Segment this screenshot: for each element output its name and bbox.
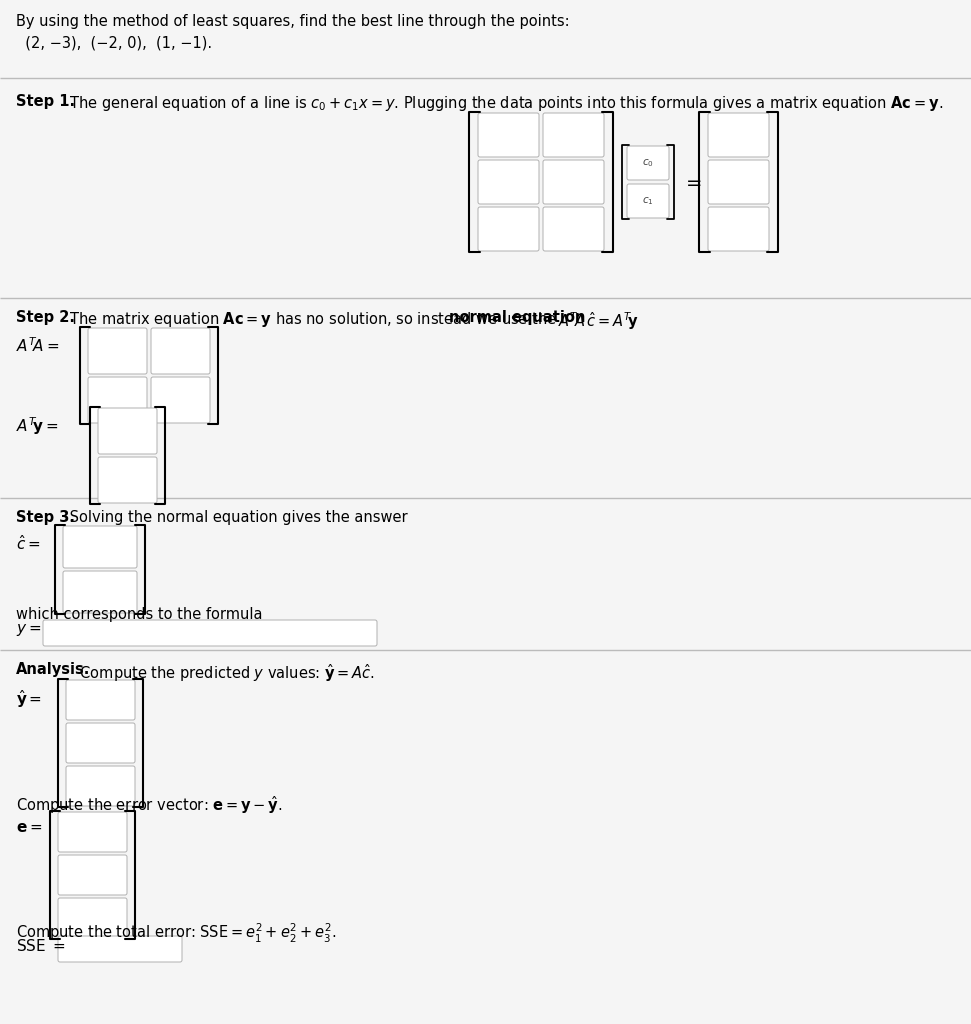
Bar (0, 650, 971, 1024)
Bar (0, 498, 971, 650)
Text: Analysis.: Analysis. (16, 662, 90, 677)
Bar (0, 298, 971, 498)
FancyBboxPatch shape (66, 723, 135, 763)
FancyBboxPatch shape (88, 377, 147, 423)
FancyBboxPatch shape (58, 936, 182, 962)
FancyBboxPatch shape (98, 457, 157, 503)
Text: $c_0$: $c_0$ (642, 157, 653, 169)
FancyBboxPatch shape (627, 146, 669, 180)
FancyBboxPatch shape (58, 812, 127, 852)
FancyBboxPatch shape (708, 113, 769, 157)
FancyBboxPatch shape (543, 160, 604, 204)
Text: normal equation: normal equation (449, 310, 586, 325)
Text: The matrix equation $\mathbf{Ac} = \mathbf{y}$ has no solution, so instead we us: The matrix equation $\mathbf{Ac} = \math… (65, 310, 557, 329)
FancyBboxPatch shape (478, 113, 539, 157)
Text: The general equation of a line is $c_0 + c_1x = y$. Plugging the data points int: The general equation of a line is $c_0 +… (65, 94, 943, 113)
FancyBboxPatch shape (543, 113, 604, 157)
FancyBboxPatch shape (98, 408, 157, 454)
Text: Step 3.: Step 3. (16, 510, 75, 525)
FancyBboxPatch shape (543, 207, 604, 251)
FancyBboxPatch shape (478, 207, 539, 251)
FancyBboxPatch shape (478, 160, 539, 204)
Text: Solving the normal equation gives the answer: Solving the normal equation gives the an… (65, 510, 408, 525)
FancyBboxPatch shape (58, 855, 127, 895)
Text: $y =$: $y =$ (16, 622, 42, 638)
FancyBboxPatch shape (63, 526, 137, 568)
FancyBboxPatch shape (88, 328, 147, 374)
FancyBboxPatch shape (63, 571, 137, 613)
FancyBboxPatch shape (708, 160, 769, 204)
Text: Step 2.: Step 2. (16, 310, 75, 325)
Text: SSE $=$: SSE $=$ (16, 938, 66, 954)
Text: $A^T\!\mathbf{y} =$: $A^T\!\mathbf{y} =$ (16, 415, 59, 436)
Text: (2, −3),  (−2, 0),  (1, −1).: (2, −3), (−2, 0), (1, −1). (16, 36, 212, 51)
FancyBboxPatch shape (43, 620, 377, 646)
FancyBboxPatch shape (66, 766, 135, 806)
FancyBboxPatch shape (66, 680, 135, 720)
Text: $\hat{c} =$: $\hat{c} =$ (16, 534, 41, 553)
Text: Compute the error vector: $\mathbf{e} = \mathbf{y} - \hat{\mathbf{y}}$.: Compute the error vector: $\mathbf{e} = … (16, 794, 283, 816)
FancyBboxPatch shape (151, 328, 210, 374)
FancyBboxPatch shape (708, 207, 769, 251)
Text: $c_1$: $c_1$ (642, 196, 653, 207)
Text: Step 1.: Step 1. (16, 94, 75, 109)
Text: Compute the total error: $\text{SSE} = e_1^2 + e_2^2 + e_3^2$.: Compute the total error: $\text{SSE} = e… (16, 922, 337, 945)
Text: $A^T\!A\,\hat{c} = A^T\!\mathbf{y}$: $A^T\!A\,\hat{c} = A^T\!\mathbf{y}$ (554, 310, 639, 332)
Text: $A^T\!A =$: $A^T\!A =$ (16, 336, 59, 354)
Text: $\hat{\mathbf{y}} =$: $\hat{\mathbf{y}} =$ (16, 688, 42, 710)
Text: By using the method of least squares, find the best line through the points:: By using the method of least squares, fi… (16, 14, 570, 29)
FancyBboxPatch shape (151, 377, 210, 423)
Text: $=$: $=$ (682, 172, 702, 191)
FancyBboxPatch shape (627, 184, 669, 218)
Bar (0, 0, 971, 78)
Text: which corresponds to the formula: which corresponds to the formula (16, 607, 262, 622)
Text: $\mathbf{e} =$: $\mathbf{e} =$ (16, 820, 43, 835)
FancyBboxPatch shape (58, 898, 127, 938)
Text: Compute the predicted $y$ values: $\hat{\mathbf{y}} = A\hat{c}$.: Compute the predicted $y$ values: $\hat{… (75, 662, 375, 684)
Bar (0, 78, 971, 298)
